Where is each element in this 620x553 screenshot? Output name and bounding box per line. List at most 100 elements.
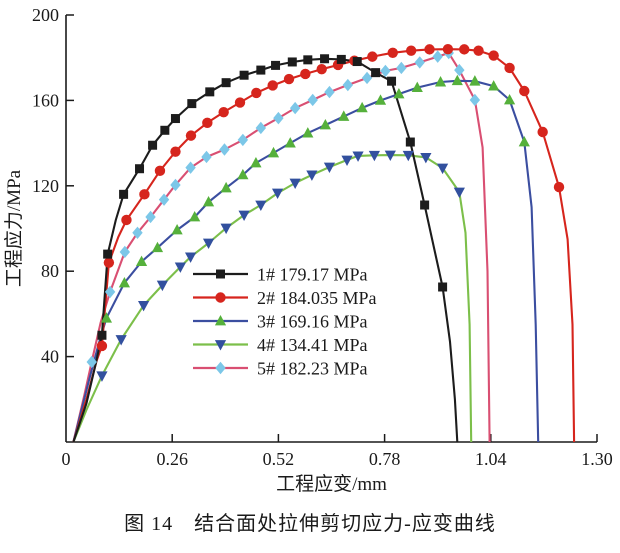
triangle-down-marker	[384, 150, 396, 162]
triangle-up-marker	[189, 210, 201, 222]
triangle-up-marker	[338, 110, 350, 121]
circle-marker	[519, 85, 530, 97]
diamond-marker	[414, 56, 425, 69]
circle-marker	[387, 47, 398, 58]
triangle-down-marker	[96, 371, 108, 382]
triangle-down-marker	[202, 238, 215, 250]
legend-entry-3#: 3# 169.16 MPa	[193, 312, 368, 332]
series-markers-4#	[96, 150, 465, 382]
diamond-marker	[432, 50, 443, 63]
diamond-marker	[170, 178, 181, 192]
triangle-up-marker	[151, 241, 164, 253]
square-marker	[271, 60, 281, 70]
square-marker	[387, 76, 397, 86]
legend-entry-5#: 5# 182.23 MPa	[193, 359, 368, 379]
square-marker	[119, 189, 129, 199]
x-tick-label: 0.26	[156, 449, 188, 469]
diamond-marker	[119, 245, 131, 259]
y-tick-label: 80	[41, 261, 59, 281]
triangle-up-marker	[202, 196, 215, 207]
square-marker	[405, 137, 415, 147]
series-markers-1#	[97, 54, 448, 340]
diamond-marker	[380, 64, 391, 78]
x-tick-label: 1.04	[475, 449, 507, 469]
legend-triangle-down-marker	[214, 340, 227, 351]
diamond-marker	[361, 71, 373, 85]
triangle-down-marker	[420, 153, 432, 164]
triangle-up-marker	[503, 93, 516, 105]
circle-marker	[251, 87, 262, 99]
square-marker	[187, 99, 197, 109]
diamond-marker	[132, 226, 143, 239]
square-marker	[160, 125, 170, 135]
x-tick-label: 0	[62, 449, 71, 469]
y-tick-label: 120	[32, 176, 59, 196]
circle-marker	[367, 51, 378, 62]
triangle-up-marker	[302, 127, 314, 138]
square-marker	[221, 78, 231, 88]
series-markers-3#	[100, 74, 530, 323]
legend-entry-4#: 4# 134.41 MPa	[193, 335, 368, 355]
circle-marker	[154, 165, 166, 177]
diamond-marker	[307, 93, 318, 107]
circle-marker	[185, 130, 197, 141]
circle-marker	[121, 214, 132, 226]
triangle-up-marker	[100, 312, 113, 323]
triangle-up-marker	[220, 181, 232, 193]
triangle-down-marker	[115, 335, 127, 346]
square-marker	[97, 330, 107, 340]
triangle-down-marker	[184, 252, 197, 263]
square-marker	[371, 68, 381, 78]
square-marker	[170, 114, 180, 124]
square-marker	[239, 70, 249, 80]
circle-marker	[442, 43, 454, 55]
diamond-marker	[324, 85, 335, 99]
triangle-down-marker	[174, 262, 186, 273]
legend-entry-1#: 1# 179.17 MPa	[193, 265, 368, 285]
triangle-down-marker	[289, 178, 301, 190]
legend-label: 1# 179.17 MPa	[257, 265, 368, 285]
triangle-down-marker	[238, 210, 250, 222]
legend-label: 3# 169.16 MPa	[257, 312, 368, 332]
triangle-up-marker	[488, 80, 500, 91]
square-marker	[256, 65, 266, 75]
circle-marker	[459, 44, 470, 55]
triangle-up-marker	[451, 74, 463, 86]
circle-marker	[283, 73, 295, 85]
square-marker	[205, 87, 215, 97]
y-tick-label: 40	[41, 347, 59, 367]
circle-marker	[267, 80, 278, 91]
x-axis-title: 工程应变/mm	[276, 473, 387, 495]
square-marker	[103, 249, 113, 259]
diamond-marker	[454, 63, 465, 77]
triangle-down-marker	[255, 200, 267, 212]
triangle-up-marker	[434, 76, 447, 87]
figure-caption: 图 14 结合面处拉伸剪切应力-应变曲线	[124, 513, 496, 535]
circle-marker	[504, 62, 515, 74]
triangle-up-marker	[267, 146, 280, 158]
y-axis-title: 工程应力/MPa	[3, 169, 25, 287]
triangle-down-marker	[352, 151, 364, 162]
diamond-marker	[342, 78, 354, 92]
circle-marker	[170, 146, 181, 157]
square-marker	[438, 282, 448, 292]
diamond-marker	[104, 285, 116, 299]
series-line-5#	[72, 51, 491, 443]
triangle-up-marker	[250, 156, 262, 168]
legend-square-marker	[216, 269, 225, 279]
triangle-down-marker	[220, 223, 232, 235]
square-marker	[352, 57, 362, 67]
triangle-down-marker	[306, 170, 318, 181]
triangle-up-marker	[284, 137, 296, 148]
triangle-up-marker	[411, 81, 423, 92]
legend-circle-marker	[215, 292, 226, 303]
triangle-up-marker	[374, 94, 387, 105]
x-tick-label: 1.30	[581, 449, 613, 469]
circle-marker	[488, 50, 499, 61]
y-tick-label: 200	[32, 5, 59, 25]
square-marker	[336, 54, 346, 64]
legend-label: 4# 134.41 MPa	[257, 335, 368, 355]
legend: 1# 179.17 MPa 2# 184.035 MPa 3# 169.16 MPa…	[193, 265, 377, 379]
square-marker	[148, 140, 158, 150]
circle-marker	[316, 64, 327, 75]
